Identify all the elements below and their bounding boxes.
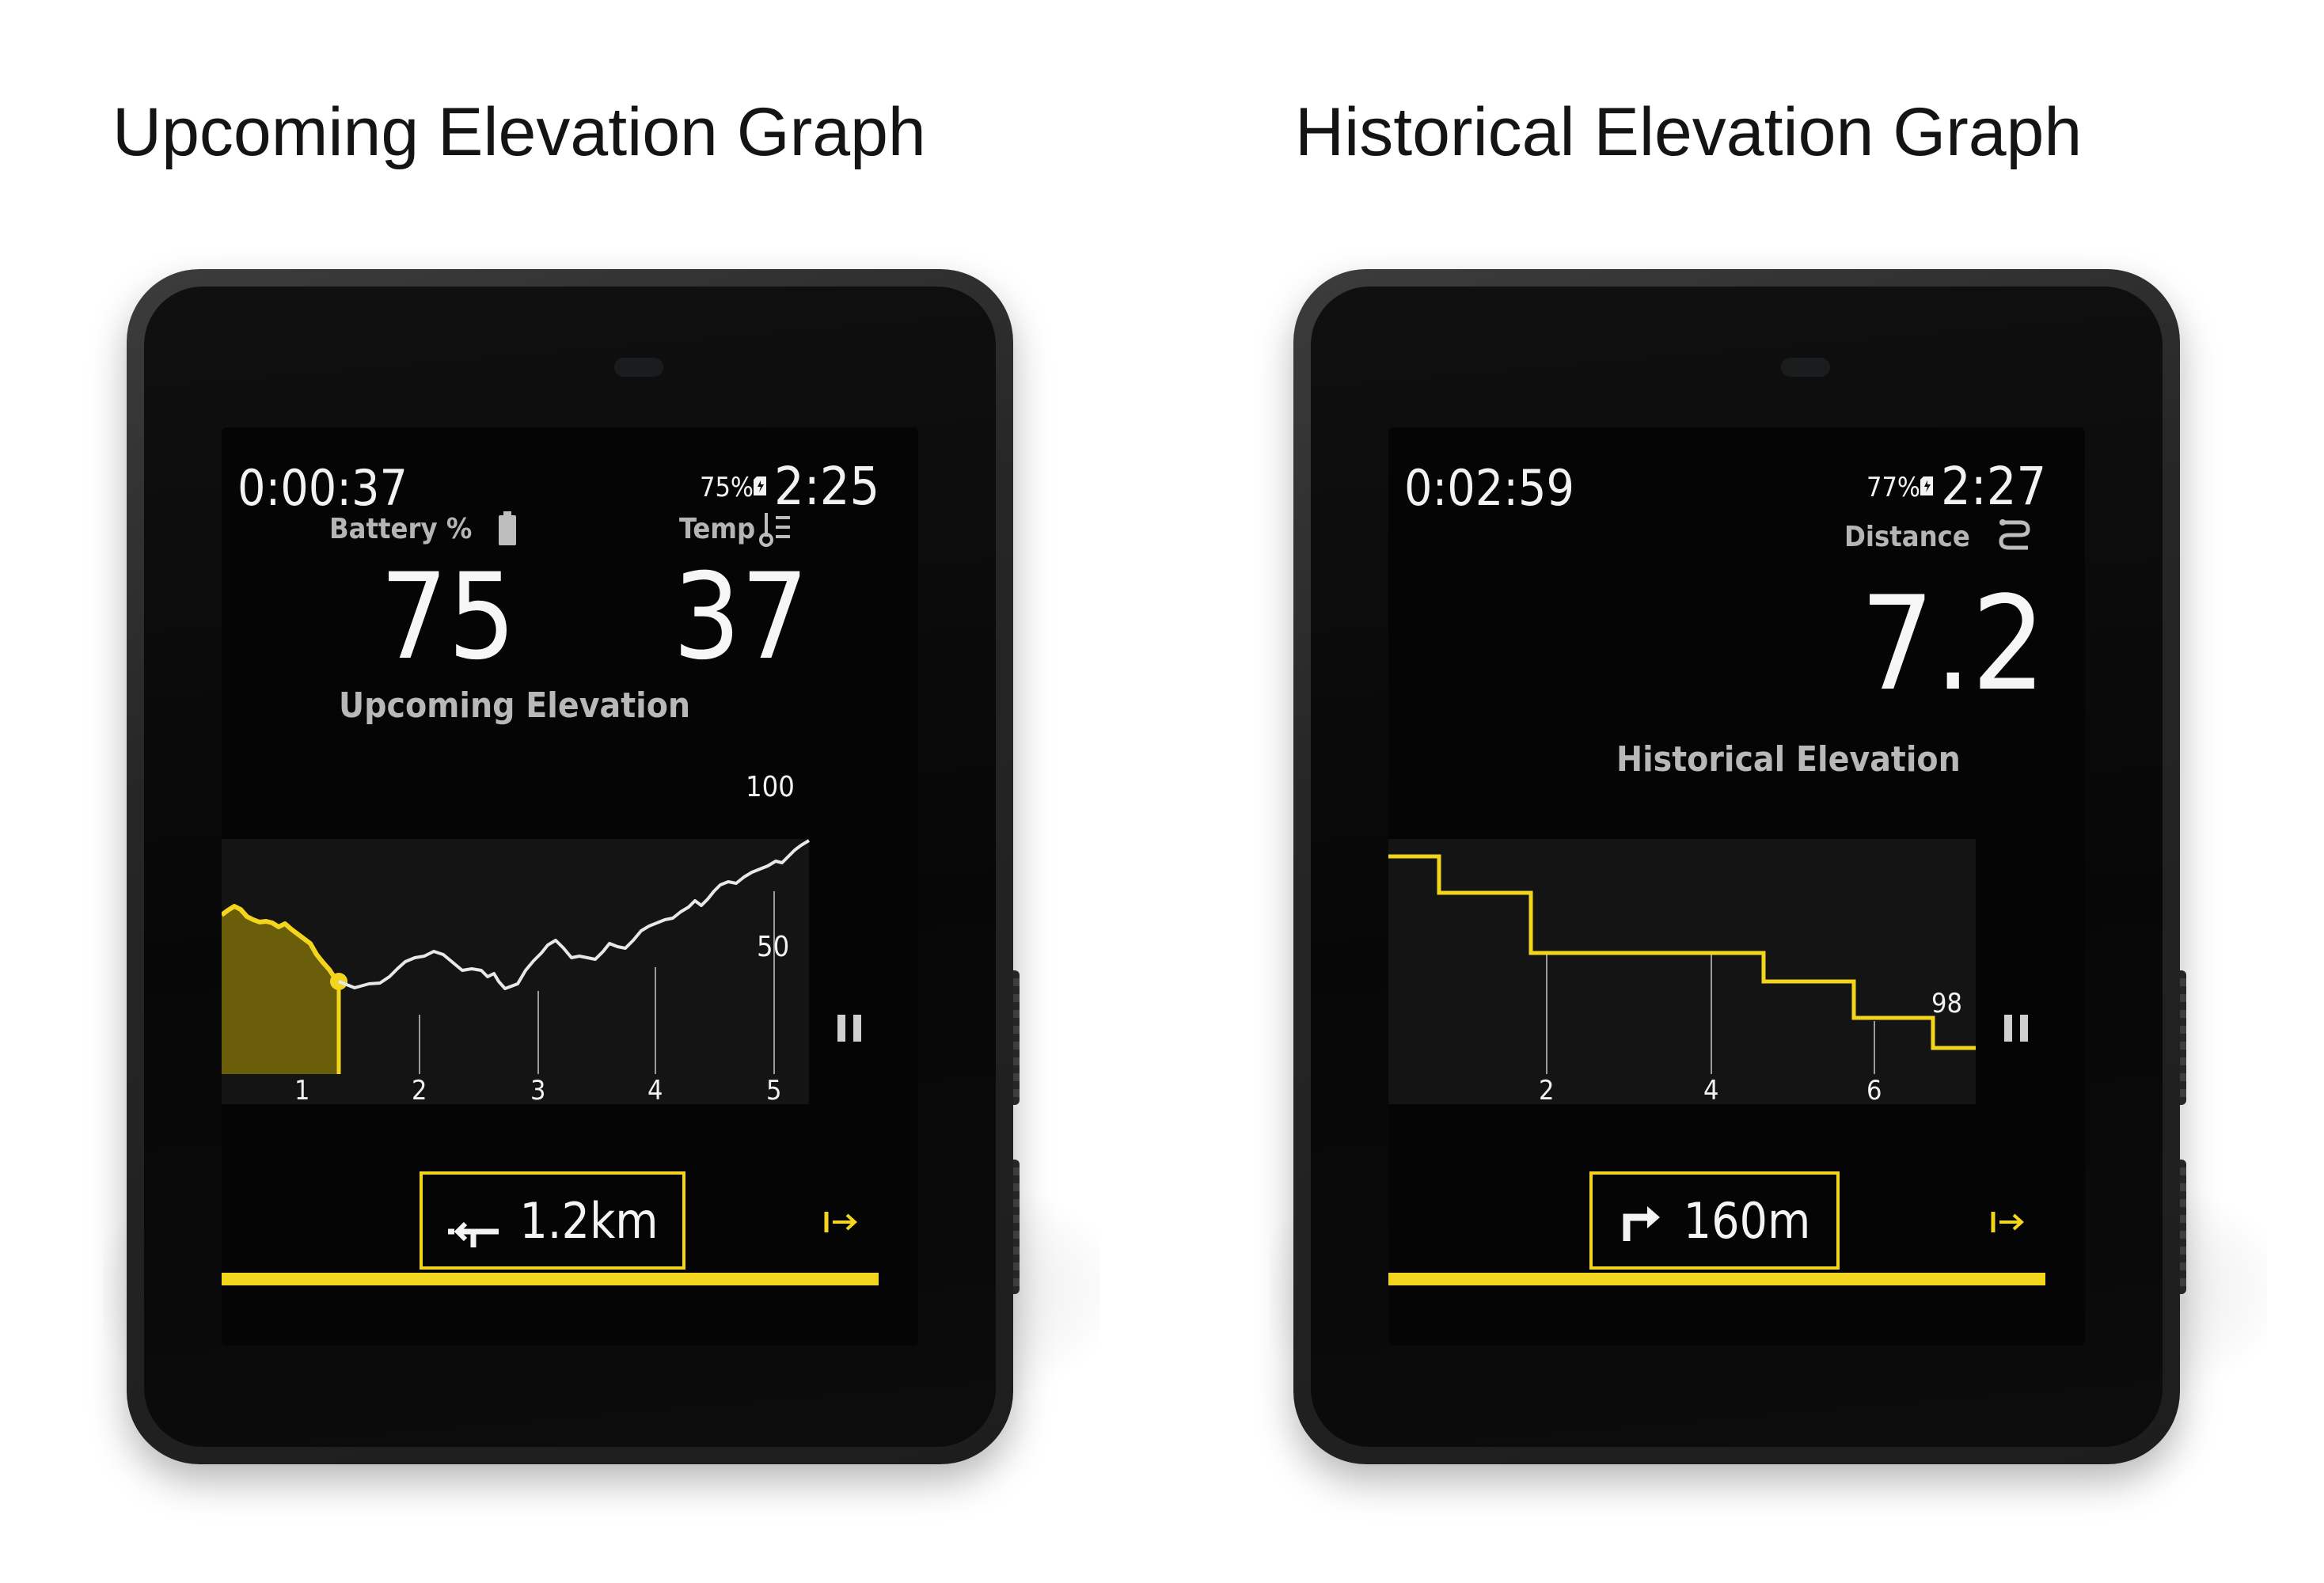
elevation-plot	[1388, 839, 1976, 1104]
battery-status-icon	[1919, 473, 1936, 497]
field-label-distance: Distance	[1844, 521, 1970, 553]
light-sensor	[614, 358, 663, 377]
current-elevation-label: 98	[1931, 988, 1962, 1019]
elapsed-time: 0:02:59	[1404, 459, 1575, 517]
route-end-icon	[823, 1207, 858, 1243]
device-screen: 0:00:37 75% 2:25 Battery % 75 Temp 37 Up…	[222, 427, 918, 1346]
turn-instruction[interactable]: 160m	[1589, 1171, 1840, 1270]
device-screen: 0:02:59 77% 2:27 Distance 7.2 Historical…	[1388, 427, 2085, 1346]
clock: 2:27	[1941, 456, 2047, 517]
elevation-graph	[1388, 854, 1976, 1074]
clock: 2:25	[774, 456, 880, 517]
x-axis-label: 2	[1539, 1075, 1555, 1107]
bike-computer-right: 0:02:59 77% 2:27 Distance 7.2 Historical…	[1293, 269, 2180, 1464]
x-axis-label: 2	[412, 1075, 427, 1107]
battery-percent: 77%	[1866, 472, 1920, 503]
completed-elevation-area	[222, 906, 339, 1074]
field-value-temp: 37	[673, 549, 809, 686]
turn-right-icon	[1619, 1197, 1666, 1244]
caption-upcoming: Upcoming Elevation Graph	[112, 94, 926, 170]
route-progress-bar	[222, 1273, 879, 1285]
x-axis-label: 1	[294, 1075, 310, 1107]
caption-historical: Historical Elevation Graph	[1295, 94, 2083, 170]
x-axis-label: 4	[647, 1075, 663, 1107]
x-axis-label: 5	[766, 1075, 782, 1107]
y-axis-label: 100	[746, 771, 795, 803]
turn-left-icon	[446, 1205, 502, 1247]
completed-elevation-line	[222, 904, 340, 984]
pause-icon[interactable]	[2003, 1015, 2031, 1042]
x-axis-label: 6	[1866, 1075, 1882, 1107]
field-value-battery: 75	[380, 549, 516, 686]
x-axis-label: 4	[1703, 1075, 1719, 1107]
graph-title: Upcoming Elevation	[339, 685, 691, 726]
light-sensor	[1781, 358, 1830, 377]
battery-icon	[497, 511, 518, 546]
pause-icon[interactable]	[836, 1015, 864, 1042]
elevation-graph	[222, 839, 811, 1074]
field-label-battery: Battery %	[329, 513, 473, 545]
battery-percent: 75%	[700, 472, 754, 503]
elapsed-time: 0:00:37	[237, 459, 408, 517]
y-axis-label: 50	[757, 931, 790, 963]
historical-elevation-line	[1388, 854, 1976, 1050]
x-axis-label: 3	[530, 1075, 546, 1107]
field-label-temp: Temp	[679, 513, 756, 545]
turn-distance: 160m	[1683, 1191, 1811, 1250]
thermometer-icon	[758, 511, 793, 548]
route-progress-bar	[1388, 1273, 2045, 1285]
bike-computer-left: 0:00:37 75% 2:25 Battery % 75 Temp 37 Up…	[127, 269, 1013, 1464]
upcoming-elevation-line	[338, 839, 811, 990]
field-value-distance: 7.2	[1860, 568, 2046, 719]
route-end-icon	[1990, 1207, 2025, 1243]
battery-status-icon	[752, 473, 769, 497]
graph-title: Historical Elevation	[1616, 739, 1961, 780]
turn-instruction[interactable]: 1.2km	[420, 1171, 685, 1270]
turn-distance: 1.2km	[519, 1191, 659, 1250]
route-icon	[1996, 518, 2033, 552]
